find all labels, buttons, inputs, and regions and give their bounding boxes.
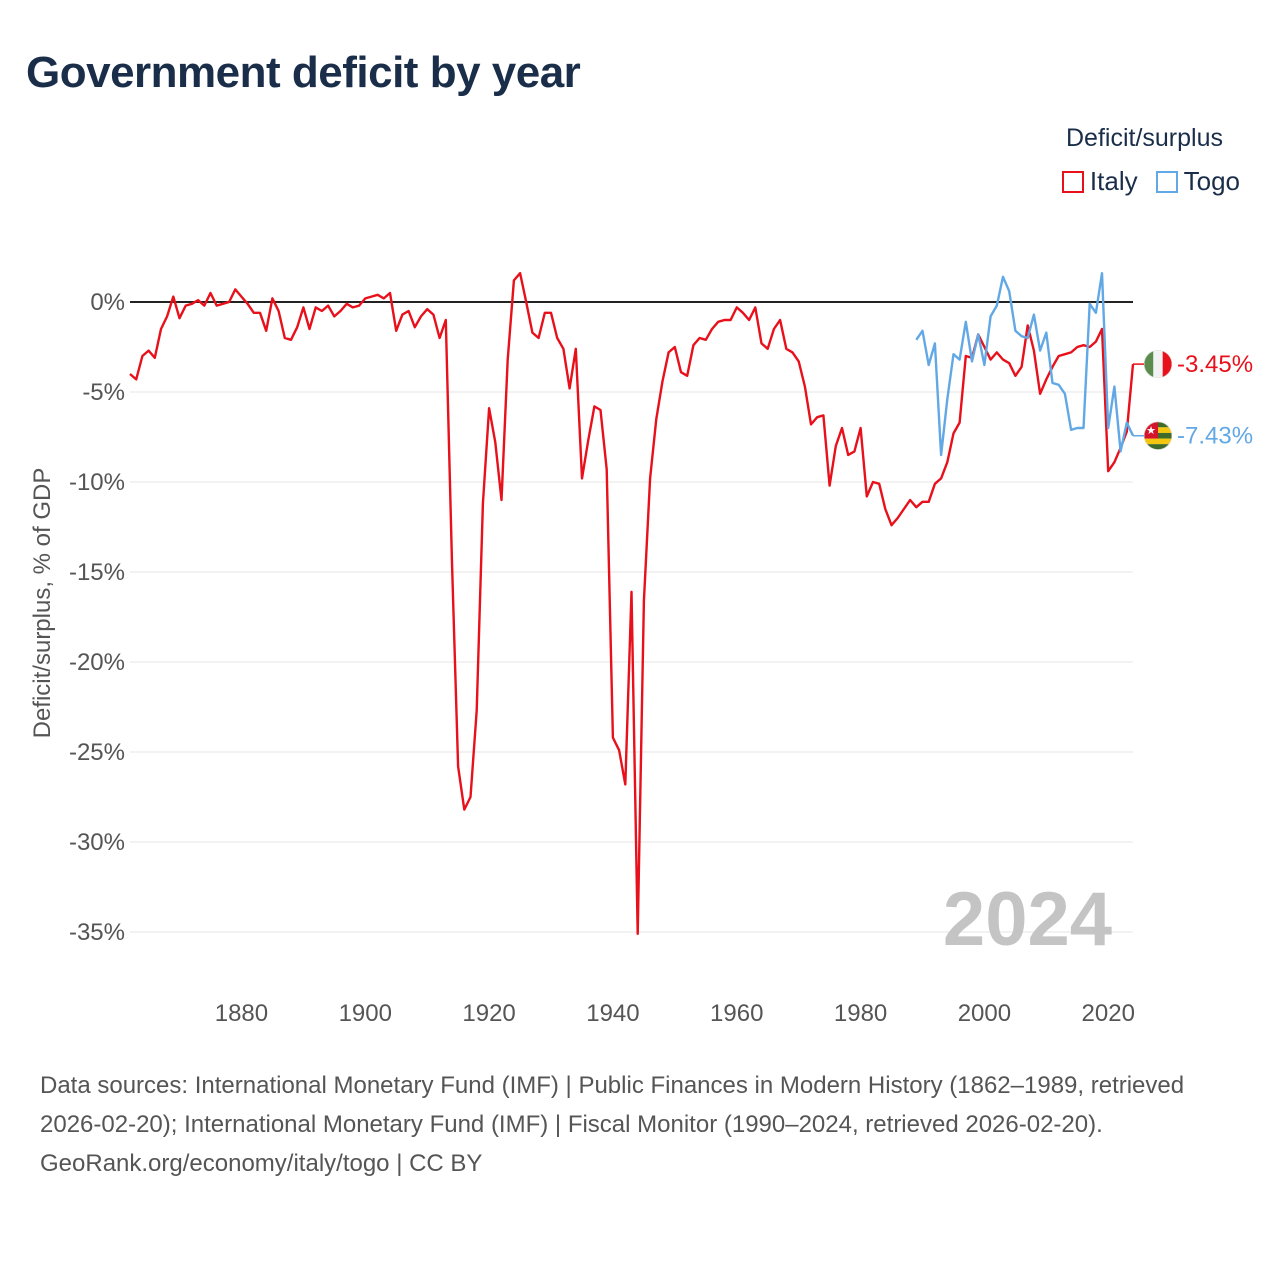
legend-swatch-togo (1155, 170, 1178, 193)
x-tick-label: 1880 (215, 1000, 268, 1027)
y-tick-label: -30% (69, 829, 125, 856)
footer: Data sources: International Monetary Fun… (40, 1066, 1240, 1183)
legend-label-togo: Togo (1183, 166, 1240, 196)
credit-link[interactable]: GeoRank.org/economy/italy/togo | CC BY (40, 1150, 483, 1177)
legend-label-italy: Italy (1089, 166, 1138, 196)
series-lines (129, 272, 1135, 935)
y-tick-label: -25% (69, 739, 125, 766)
svg-text:★: ★ (1146, 424, 1156, 437)
legend-item-togo[interactable]: Togo (1155, 166, 1240, 197)
x-axis-ticks: 1880 1900 1920 1940 1960 1980 2000 2020 (215, 1000, 1135, 1027)
series-line-togo[interactable] (915, 272, 1135, 457)
y-axis-label: Deficit/surplus, % of GDP (29, 468, 56, 739)
data-sources: Data sources: International Monetary Fun… (40, 1072, 1185, 1138)
legend-swatch-italy (1061, 170, 1084, 193)
end-labels: -3.45% ★ -7.43% (1133, 350, 1253, 450)
togo-flag-icon: ★ (1144, 421, 1172, 450)
y-tick-label: 0% (90, 289, 125, 316)
y-tick-label: -20% (69, 649, 125, 676)
legend-title: Deficit/surplus (1066, 124, 1223, 152)
x-tick-label: 2020 (1082, 1000, 1135, 1027)
x-tick-label: 1920 (462, 1000, 515, 1027)
y-tick-label: -10% (69, 469, 125, 496)
line-chart: 0% -5% -10% -15% -20% -25% -30% -35% 1880 1900 19… (29, 272, 1253, 1027)
chart-title: Government deficit by year (26, 48, 581, 97)
italy-flag-icon (1144, 350, 1172, 379)
x-tick-label: 2000 (958, 1000, 1011, 1027)
y-tick-label: -15% (69, 559, 125, 586)
x-tick-label: 1900 (339, 1000, 392, 1027)
series-line-italy[interactable] (129, 272, 1135, 935)
y-tick-label: -5% (82, 379, 125, 406)
end-label-italy: -3.45% (1177, 351, 1253, 378)
y-axis-ticks: 0% -5% -10% -15% -20% -25% -30% -35% (69, 289, 125, 946)
year-watermark: 2024 (943, 877, 1112, 962)
x-tick-label: 1940 (586, 1000, 639, 1027)
y-tick-label: -35% (69, 919, 125, 946)
legend: Italy Togo (1061, 166, 1240, 197)
x-tick-label: 1960 (710, 1000, 763, 1027)
legend-item-italy[interactable]: Italy (1061, 166, 1138, 197)
x-tick-label: 1980 (834, 1000, 887, 1027)
end-label-togo: -7.43% (1177, 423, 1253, 450)
grid-lines (130, 391, 1133, 933)
